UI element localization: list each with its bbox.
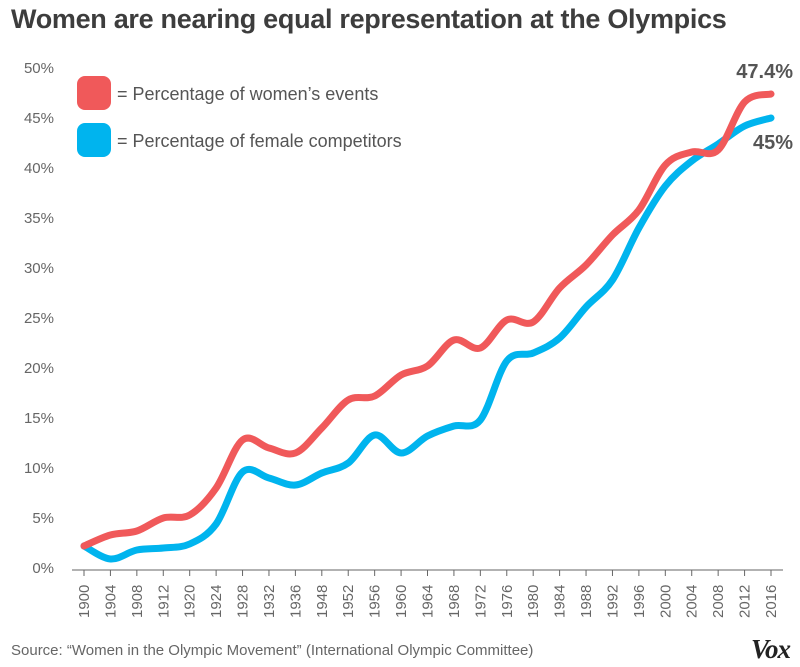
y-tick-label: 5% xyxy=(32,510,54,527)
y-tick-label: 20% xyxy=(24,360,54,377)
legend-label-female-competitors: = Percentage of female competitors xyxy=(117,131,402,151)
series-line-female-competitors xyxy=(80,114,775,563)
x-tick-label: 1932 xyxy=(261,585,278,618)
x-tick-label: 1900 xyxy=(76,585,93,618)
x-tick-label: 2008 xyxy=(710,585,727,618)
x-tick-label: 1908 xyxy=(129,585,146,618)
x-tick-label: 1996 xyxy=(631,585,648,618)
y-tick-label: 30% xyxy=(24,260,54,277)
x-tick-label: 1952 xyxy=(340,585,357,618)
y-tick-label: 35% xyxy=(24,210,54,227)
chart-title: Women are nearing equal representation a… xyxy=(11,4,727,34)
x-tick-label: 1980 xyxy=(525,585,542,618)
x-tick-label: 2004 xyxy=(684,585,701,618)
y-tick-label: 40% xyxy=(24,160,54,177)
y-tick-label: 10% xyxy=(24,460,54,477)
y-tick-label: 0% xyxy=(32,560,54,577)
x-tick-label: 1968 xyxy=(446,585,463,618)
x-tick-label: 1904 xyxy=(102,585,119,618)
y-tick-label: 50% xyxy=(24,60,54,77)
x-tick-label: 1976 xyxy=(499,585,516,618)
x-tick-label: 1964 xyxy=(420,585,437,618)
legend-label-womens-events: = Percentage of women’s events xyxy=(117,84,378,104)
x-tick-label: 1972 xyxy=(472,585,489,618)
vox-logo: Vox xyxy=(750,634,791,664)
x-tick-label: 1928 xyxy=(235,585,252,618)
source-note: Source: “Women in the Olympic Movement” … xyxy=(11,642,534,659)
x-tick-label: 1936 xyxy=(287,585,304,618)
y-tick-label: 15% xyxy=(24,410,54,427)
x-tick-label: 1920 xyxy=(182,585,199,618)
legend-swatch-womens-events xyxy=(77,76,111,110)
x-tick-label: 2012 xyxy=(737,585,754,618)
x-tick-label: 2000 xyxy=(657,585,674,618)
x-tick-label: 2016 xyxy=(763,585,780,618)
x-tick-label: 1948 xyxy=(314,585,331,618)
x-tick-label: 1960 xyxy=(393,585,410,618)
x-tick-label: 1924 xyxy=(208,585,225,618)
x-tick-label: 1992 xyxy=(604,585,621,618)
x-tick-label: 1984 xyxy=(552,585,569,618)
x-tick-label: 1956 xyxy=(367,585,384,618)
end-label-womens-events: 47.4% xyxy=(736,61,793,83)
legend-swatch-female-competitors xyxy=(77,123,111,157)
x-tick-label: 1912 xyxy=(155,585,172,618)
y-tick-label: 45% xyxy=(24,110,54,127)
series-line-womens-events xyxy=(80,90,775,550)
end-label-female-competitors: 45% xyxy=(753,132,793,154)
x-tick-label: 1988 xyxy=(578,585,595,618)
y-tick-label: 25% xyxy=(24,310,54,327)
